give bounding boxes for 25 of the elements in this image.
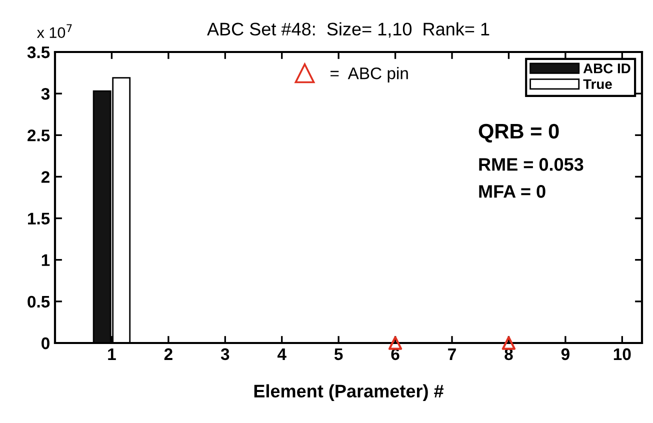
x-tick-label: 7 — [448, 348, 456, 360]
y-tick-label: 2.5 — [28, 130, 50, 142]
chart-title: ABC Set #48: Size= 1,10 Rank= 1 — [207, 22, 490, 38]
x-tick-label: 9 — [561, 348, 570, 360]
x-tick-label: 5 — [334, 348, 343, 360]
y-tick-label: 3.5 — [27, 46, 50, 58]
y-tick-label: 1 — [42, 254, 50, 266]
x-tick-label: 4 — [277, 348, 286, 360]
x-axis-title: Element (Parameter) # — [254, 384, 444, 402]
x-tick-label: 2 — [164, 348, 172, 360]
y-tick-label: 1.5 — [28, 212, 50, 224]
annotation: MFA = 0 — [479, 185, 546, 198]
y-tick-label: 0 — [42, 337, 50, 350]
y-tick-label: 2 — [41, 171, 50, 183]
x-tick-label: 3 — [220, 348, 230, 360]
text: x 10$^{7}$ — [36, 24, 72, 38]
y-tick-label: 3 — [41, 88, 50, 100]
annotation: RME = 0.053 — [479, 158, 584, 171]
x-tick-label: 1 — [108, 348, 116, 360]
legend-label: ABC ID — [583, 63, 630, 74]
legend-label: True — [583, 79, 612, 90]
legend-label: = ABC pin — [330, 67, 408, 83]
y-tick-label: 0.5 — [28, 296, 50, 308]
annotation: QRB = 0 — [478, 124, 559, 142]
x-tick-label: 10 — [614, 348, 631, 360]
